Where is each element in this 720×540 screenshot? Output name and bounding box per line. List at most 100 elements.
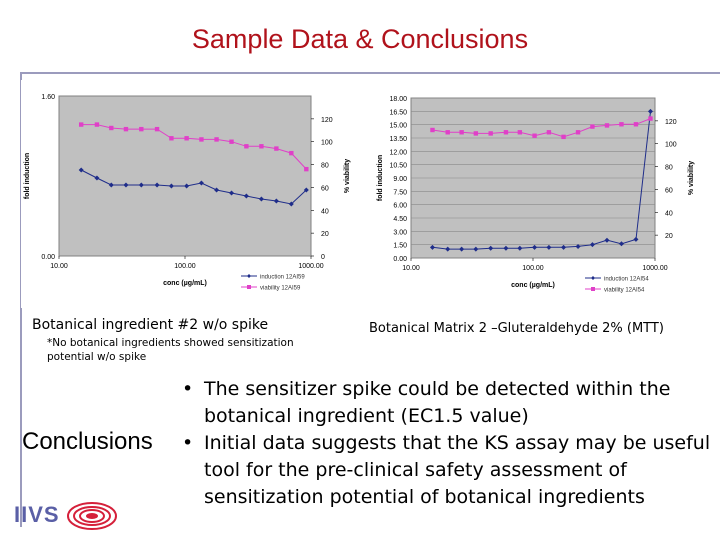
bullet-dot-icon: • xyxy=(182,432,194,454)
data-point xyxy=(169,136,174,141)
plot-area xyxy=(58,95,312,257)
data-point xyxy=(647,108,653,114)
data-point xyxy=(138,182,144,188)
bullet-text: Initial data suggests that the KS assay … xyxy=(204,432,711,508)
y2-tick-label: 100 xyxy=(665,142,677,149)
data-point xyxy=(304,166,309,172)
y-tick-label: 13.50 xyxy=(389,136,407,143)
y-tick-label: 0.00 xyxy=(41,254,55,261)
y-tick-label: 18.00 xyxy=(389,96,407,103)
y2-tick-label: 20 xyxy=(665,233,673,240)
y2-tick-label: 60 xyxy=(321,185,329,192)
data-point xyxy=(633,122,639,127)
data-point xyxy=(139,126,144,132)
data-point xyxy=(123,182,129,188)
data-point xyxy=(561,134,566,140)
y-tick-label: 3.00 xyxy=(393,229,407,236)
data-point xyxy=(259,144,264,149)
logo-text: IIVS xyxy=(14,502,60,527)
legend-marker xyxy=(591,287,595,291)
data-point xyxy=(273,198,279,204)
data-point xyxy=(575,243,581,249)
caption-left-note: *No botanical ingredients showed sensiti… xyxy=(47,337,294,363)
y-tick-label: 1.50 xyxy=(393,243,407,250)
data-point xyxy=(243,193,249,199)
data-point xyxy=(561,244,567,250)
data-point xyxy=(619,122,624,127)
data-point xyxy=(198,180,204,186)
data-point xyxy=(532,133,537,138)
x-axis-label: conc (µg/mL) xyxy=(163,280,207,287)
data-point xyxy=(575,130,581,135)
bullet-dot-icon: • xyxy=(182,378,194,400)
data-point xyxy=(108,182,114,188)
caption-right: Botanical Matrix 2 –Gluteraldehyde 2% (M… xyxy=(369,321,664,336)
data-point xyxy=(289,150,294,156)
y-axis-label: fold induction xyxy=(377,155,384,201)
data-point xyxy=(288,201,294,207)
data-point xyxy=(184,136,189,141)
data-point xyxy=(229,190,235,196)
data-point xyxy=(429,244,435,250)
data-point xyxy=(303,187,309,193)
data-point xyxy=(459,246,465,252)
x-tick-label: 1000.00 xyxy=(642,265,667,272)
data-point xyxy=(94,122,100,127)
series-line xyxy=(432,118,651,138)
y2-axis-label: % viability xyxy=(688,161,695,195)
slide-frame-top xyxy=(20,72,720,74)
legend-label: induction 12AI54 xyxy=(604,277,649,283)
y-tick-label: 15.00 xyxy=(389,123,407,130)
data-point xyxy=(503,245,509,251)
x-tick-label: 10.00 xyxy=(402,265,420,272)
data-point xyxy=(503,130,509,135)
y2-tick-label: 40 xyxy=(321,208,329,215)
data-point xyxy=(546,244,552,250)
y-tick-label: 7.50 xyxy=(393,189,407,196)
y2-tick-label: 80 xyxy=(321,163,329,170)
legend-label: viability 12AI54 xyxy=(604,288,645,294)
y-tick-label: 0.00 xyxy=(393,256,407,263)
legend-marker xyxy=(591,276,595,280)
y-tick-label: 10.50 xyxy=(389,163,407,170)
data-point xyxy=(648,116,653,121)
data-point xyxy=(258,196,264,202)
x-axis-label: conc (µg/mL) xyxy=(511,282,555,289)
data-point xyxy=(214,187,220,193)
data-point xyxy=(459,130,464,135)
data-point xyxy=(274,146,279,151)
data-point xyxy=(445,246,451,252)
chart-left: 0.00 1.60 0 20 40 60 80 100 120 10.00 100.00 1000.0… xyxy=(21,80,353,308)
data-point xyxy=(473,131,479,136)
data-point xyxy=(517,245,523,251)
data-point xyxy=(546,130,552,135)
chart-left-svg: 0.00 1.60 0 20 40 60 80 100 120 10.00 100.00 1000.0… xyxy=(24,94,351,292)
data-point xyxy=(123,126,129,132)
bullet-item: • Initial data suggests that the KS assay… xyxy=(182,430,718,511)
x-tick-label: 100.00 xyxy=(174,263,196,270)
y-tick-label: 6.00 xyxy=(393,203,407,210)
legend-label: viability 12AI59 xyxy=(260,286,301,292)
y-tick-label: 1.60 xyxy=(41,94,55,101)
iivs-logo: IIVS xyxy=(14,496,124,536)
data-point xyxy=(473,246,479,252)
y2-tick-label: 120 xyxy=(321,117,333,124)
data-point xyxy=(168,183,174,189)
data-point xyxy=(430,127,435,133)
y-tick-label: 4.50 xyxy=(393,216,407,223)
data-point xyxy=(590,124,595,129)
y2-tick-label: 40 xyxy=(665,210,673,217)
y2-tick-label: 80 xyxy=(665,165,673,172)
bullet-text: The sensitizer spike could be detected w… xyxy=(204,378,671,427)
data-point xyxy=(604,237,610,243)
legend-marker xyxy=(247,274,251,278)
y2-axis-label: % viability xyxy=(344,159,351,193)
data-point xyxy=(604,123,610,128)
bullet-item: • The sensitizer spike could be detected … xyxy=(182,376,718,430)
data-point xyxy=(229,139,234,144)
data-point xyxy=(445,130,450,135)
data-point xyxy=(199,137,204,142)
data-point xyxy=(589,242,595,248)
data-point xyxy=(94,175,100,181)
data-point xyxy=(517,130,523,135)
